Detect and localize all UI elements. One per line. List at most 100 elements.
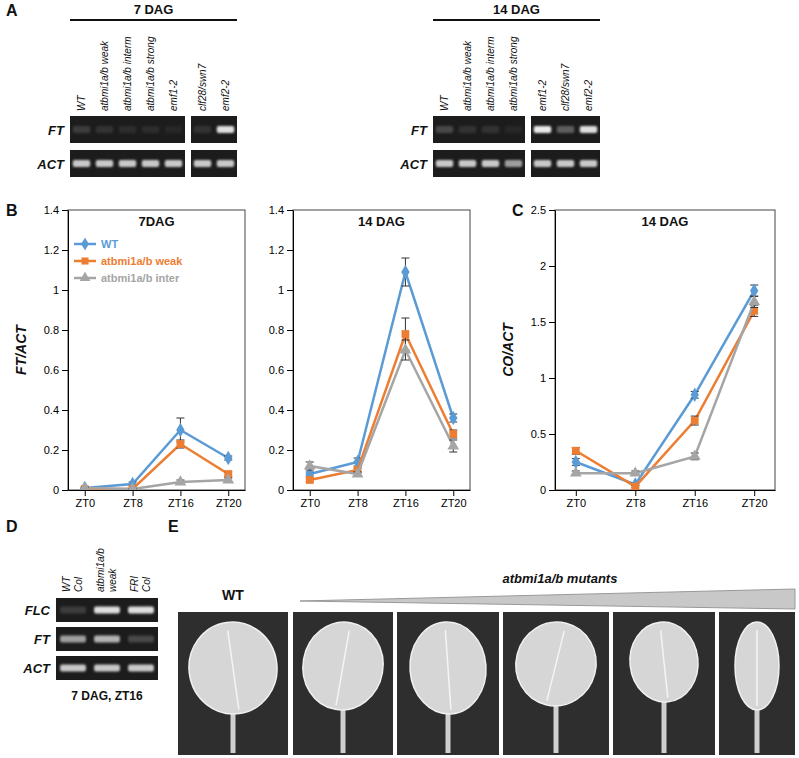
gel-band: [96, 126, 113, 133]
leaf-midrib: [445, 630, 451, 710]
photo-background: [178, 612, 288, 755]
gel-band: [128, 665, 154, 672]
gel-background: [531, 150, 600, 177]
leaf-photo: [503, 612, 609, 755]
y-tick-mark: [62, 210, 68, 211]
y-axis-line: [68, 211, 69, 491]
y-tick-label: 0: [278, 484, 284, 496]
gel-band: [217, 126, 234, 133]
legend-marker: [81, 237, 89, 250]
x-tick-label: ZT8: [123, 497, 143, 509]
series: [572, 305, 758, 490]
lane-label: WT: [76, 95, 87, 111]
lane-label: atbmi1a/b weak: [99, 40, 110, 111]
gel-band: [119, 160, 136, 167]
gel-band: [194, 126, 211, 133]
series-marker: [447, 439, 459, 449]
gel-band: [60, 636, 86, 643]
error-bar-cap: [691, 416, 699, 417]
plot-area: [304, 258, 459, 484]
x-tick-label: ZT8: [348, 497, 368, 509]
gel-background: [56, 656, 158, 680]
series-line: [85, 430, 229, 488]
y-tick-mark: [287, 250, 293, 251]
x-tick: ZT16: [682, 490, 708, 509]
group-bar: [433, 19, 600, 21]
y-tick-label: 1.5: [531, 316, 546, 328]
mutant-label: atbmi1a/b mutants: [503, 571, 618, 586]
x-tick-label: ZT0: [567, 497, 587, 509]
x-tick: ZT20: [216, 490, 242, 509]
y-tick-mark: [287, 450, 293, 451]
y-tick-mark: [549, 434, 555, 435]
gel-background: [433, 150, 525, 177]
series-marker: [400, 343, 412, 353]
y-axis-line: [293, 211, 294, 491]
x-tick-mark: [635, 490, 636, 496]
y-tick-mark: [287, 370, 293, 371]
x-axis-line: [556, 490, 776, 491]
gel-band: [94, 665, 120, 672]
error-bar-cap: [691, 425, 699, 426]
photo-panel-e: WTatbmi1a/b mutants: [178, 571, 795, 755]
leaf-blade: [296, 616, 390, 717]
series-marker: [629, 466, 641, 476]
series-marker: [222, 473, 234, 483]
series-marker: [691, 417, 699, 425]
y-axis: 00.20.40.60.811.21.4: [269, 204, 294, 496]
gel-band: [459, 126, 476, 133]
series: [81, 440, 233, 490]
legend-marker: [81, 257, 88, 264]
gel-band: [580, 160, 597, 167]
gel-band: [482, 160, 499, 167]
y-tick-label: 0: [540, 484, 546, 496]
x-tick-label: ZT16: [393, 497, 419, 509]
y-tick: 1.5: [531, 316, 555, 328]
leaf-midrib: [661, 630, 668, 698]
lane-label: atbmi1a/b weak: [462, 40, 473, 111]
y-tick: 0: [278, 484, 293, 496]
error-bar: [572, 447, 580, 454]
y-tick: 0.6: [44, 364, 68, 376]
y-tick-mark: [549, 490, 555, 491]
y-axis-line: [555, 211, 556, 491]
legend-item: atbmi1a/b weak: [74, 255, 183, 267]
gel-band: [96, 160, 113, 167]
gel-band: [557, 126, 574, 133]
error-bar-cap: [401, 258, 409, 259]
x-tick-mark: [754, 490, 755, 496]
gel-background: [191, 116, 237, 143]
gel-band: [505, 160, 522, 167]
y-tick: 0.8: [269, 324, 293, 336]
y-tick: 1: [540, 372, 555, 384]
gel-background: [56, 627, 158, 651]
error-bar-cap: [449, 452, 457, 453]
line-chart: 00.20.40.60.811.21.4ZT0ZT8ZT16ZT20FT/ACT…: [13, 204, 246, 509]
series-marker: [352, 467, 364, 477]
gel-band: [534, 160, 551, 167]
gel-band: [194, 160, 211, 167]
leaf-photo: [719, 612, 795, 755]
gel-band: [60, 607, 86, 614]
gel-band: [482, 126, 499, 133]
series-marker: [401, 265, 409, 279]
plot-frame: [68, 210, 245, 490]
x-tick: ZT8: [123, 490, 143, 509]
gel-band: [73, 160, 90, 167]
y-tick-mark: [287, 410, 293, 411]
series-marker: [689, 450, 701, 460]
x-tick-mark: [310, 490, 311, 496]
x-tick-mark: [228, 490, 229, 496]
leaf-blade: [626, 619, 702, 706]
plot-frame: [293, 210, 470, 490]
gel-background: [191, 150, 237, 177]
gel-panel-a: WTatbmi1a/b weakatbmi1a/b intermatbmi1a/…: [36, 2, 600, 177]
x-tick: ZT0: [75, 490, 95, 509]
error-bar: [449, 430, 457, 438]
row-label: FT: [34, 632, 51, 647]
x-axis: ZT0ZT8ZT16ZT20: [69, 490, 246, 509]
error-bar-cap: [401, 286, 409, 287]
series-marker: [631, 477, 639, 490]
x-tick: ZT20: [742, 490, 768, 509]
plot-area: [79, 418, 234, 490]
